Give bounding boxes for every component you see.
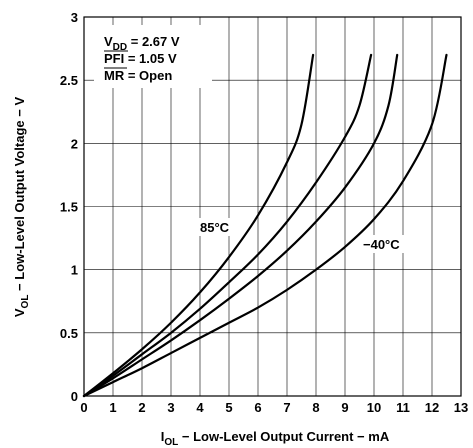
- series-line-2: [82, 53, 373, 398]
- x-tick-label: 13: [454, 400, 468, 415]
- y-tick-label: 1: [71, 263, 78, 278]
- x-tick-label: 9: [341, 400, 348, 415]
- x-tick-label: 4: [196, 400, 204, 415]
- condition-vdd: VDD = 2.67 V: [104, 34, 180, 53]
- series-line-1: [82, 53, 315, 398]
- x-tick-label: 8: [312, 400, 319, 415]
- conditions-box-bg: [94, 25, 212, 88]
- label-85c-bg: [196, 218, 238, 236]
- plot-frame: [83, 16, 462, 397]
- y-axis-title: VOL − Low-Level Output Voltage − V: [12, 97, 31, 318]
- x-tick-label: 2: [138, 400, 145, 415]
- x-tick-label: 1: [109, 400, 116, 415]
- condition-mr: MR = Open: [104, 68, 172, 83]
- x-axis-title: IOL − Low-Level Output Current − mA: [161, 429, 390, 448]
- x-tick-label: 11: [396, 400, 410, 415]
- x-tick-label: 12: [425, 400, 439, 415]
- series-line-3: [82, 53, 399, 398]
- y-tick-label: 2.5: [60, 73, 78, 88]
- x-tick-label: 6: [254, 400, 261, 415]
- x-tick-label: 0: [80, 400, 87, 415]
- x-tick-label: 10: [367, 400, 381, 415]
- label-minus40c-bg: [360, 235, 410, 253]
- series-curves: [82, 53, 448, 398]
- label-minus40c: −40°C: [363, 237, 400, 252]
- y-tick-label: 2: [71, 136, 78, 151]
- y-tick-labels: 0 0.5 1 1.5 2 2.5 3: [60, 10, 78, 404]
- series-line-4: [82, 53, 448, 398]
- x-tick-label: 5: [225, 400, 232, 415]
- x-tick-label: 7: [283, 400, 290, 415]
- y-tick-label: 3: [71, 10, 78, 25]
- y-tick-label: 0.5: [60, 326, 78, 341]
- y-tick-label: 0: [71, 389, 78, 404]
- grid-lines: [84, 17, 461, 396]
- x-tick-label: 3: [167, 400, 174, 415]
- y-tick-label: 1.5: [60, 200, 78, 215]
- label-85c: 85°C: [200, 220, 230, 235]
- x-tick-labels: 0 1 2 3 4 5 6 7 8 9 10 11 12 13: [80, 400, 468, 415]
- condition-pfi: PFI = 1.05 V: [104, 51, 177, 66]
